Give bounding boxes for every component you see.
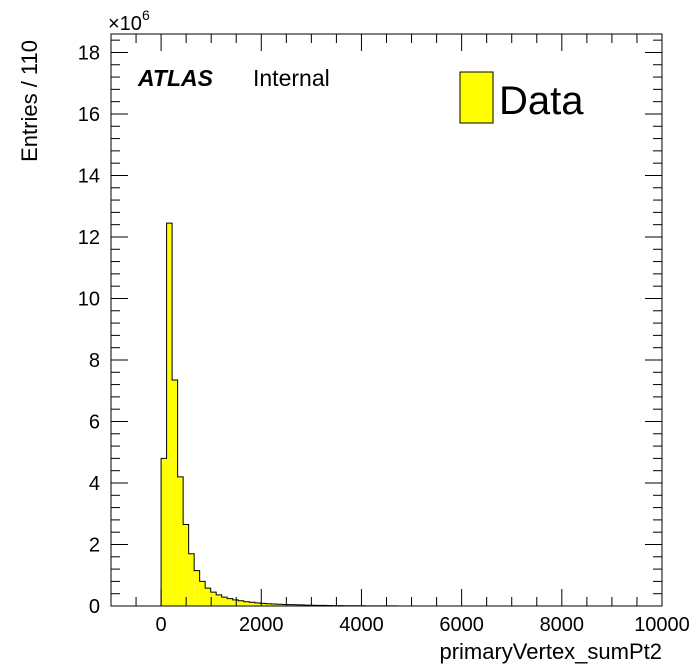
histogram-bar [238,600,244,606]
histogram-bar [254,602,261,606]
histogram-bar [221,597,228,606]
histogram-bar [166,223,173,606]
x-tick-label: 2000 [239,614,284,636]
internal-label: Internal [253,65,330,91]
histogram-bars [160,222,416,607]
histogram-bar [232,599,239,606]
y-tick-label: 18 [78,42,100,64]
histogram-bar [161,458,167,606]
histogram-bar [298,604,305,606]
histogram-bar [287,604,294,606]
histogram-bar [260,603,266,606]
x-tick-label: 8000 [540,614,585,636]
x-tick-label: 4000 [339,614,384,636]
plot-area: 0 2000 4000 6000 8000 10000 0 2 4 6 8 10 12 14 16 18 p… [17,7,690,664]
y-tick-label: 12 [78,227,100,249]
legend-swatch-data [459,71,494,124]
histogram-bar [293,604,299,606]
y-tick-label: 2 [89,534,100,556]
histogram-bar [243,601,250,606]
x-tick-label: 0 [156,614,167,636]
y-tick-labels: 0 2 4 6 8 10 12 14 16 18 [78,42,100,618]
histogram-bar [183,524,189,606]
x-tick-labels: 0 2000 4000 6000 8000 10000 [156,614,690,636]
histogram-bar [271,604,277,606]
histogram-bar [177,476,184,606]
y-axis-title: Entries / 110 [17,40,42,162]
x-tick-label: 10000 [634,614,690,636]
y-tick-label: 10 [78,288,100,310]
histogram-bar [194,570,200,606]
y-tick-label: 0 [89,596,100,618]
histogram-bar [199,581,206,606]
histogram-bar [188,553,195,606]
y-tick-label: 8 [89,350,100,372]
histogram-bar [172,379,178,606]
y-axis-multiplier: ×106 [108,7,150,35]
y-tick-label: 16 [78,104,100,126]
x-axis-title: primaryVertex_sumPt2 [439,639,662,664]
legend: Data [459,71,584,124]
histogram-bar [205,588,211,606]
y-tick-label: 14 [78,165,100,187]
legend-label-data: Data [499,79,584,123]
histogram-bar [282,604,288,606]
histogram-bar [227,598,233,606]
y-tick-label: 6 [89,411,100,433]
histogram-bar [265,603,272,606]
atlas-label: ATLAS [137,65,214,91]
x-tick-label: 6000 [439,614,484,636]
y-multiplier-exponent: 6 [142,7,150,23]
histogram-bar [216,594,222,606]
histogram-bar [210,592,217,606]
y-multiplier-base: ×10 [108,13,142,35]
histogram-outline [160,222,416,607]
histogram-bar [249,602,255,606]
axis-ticks [110,34,663,607]
histogram-bar [276,604,283,606]
y-tick-label: 4 [89,473,100,495]
